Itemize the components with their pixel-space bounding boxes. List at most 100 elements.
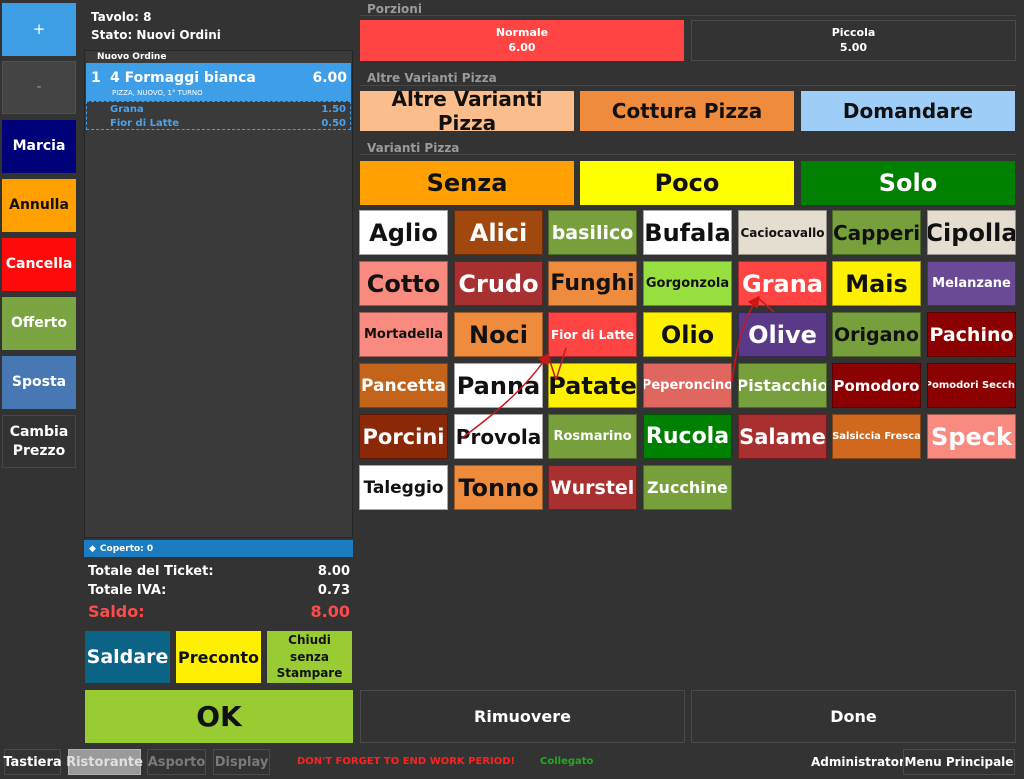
mode-poco-button[interactable]: Poco: [580, 161, 794, 205]
mode-senza-button[interactable]: Senza: [360, 161, 574, 205]
order-modifiers[interactable]: Grana 1.50 Fior di Latte 0.50: [86, 101, 351, 130]
variant-rosmarino[interactable]: Rosmarino: [548, 414, 637, 459]
domandare-button[interactable]: Domandare: [801, 91, 1015, 131]
order-section-label: Nuovo Ordine: [97, 52, 167, 62]
variant-olive[interactable]: Olive: [738, 312, 827, 357]
variant-grana[interactable]: Grana: [738, 261, 827, 306]
portion-piccola[interactable]: Piccola 5.00: [691, 20, 1016, 61]
variant-porcini[interactable]: Porcini: [359, 414, 448, 459]
portion-name: Piccola: [831, 25, 876, 39]
user-name: Administrator: [811, 755, 905, 769]
variant-wurstel[interactable]: Wurstel: [548, 465, 637, 510]
preconto-button[interactable]: Preconto: [176, 631, 261, 683]
variant-funghi[interactable]: Funghi: [548, 261, 637, 306]
variant-fior-di-latte[interactable]: Fior di Latte: [548, 312, 637, 357]
variant-gorgonzola[interactable]: Gorgonzola: [643, 261, 732, 306]
altre-varianti-title: Altre Varianti Pizza: [367, 71, 497, 85]
variant-pancetta[interactable]: Pancetta: [359, 363, 448, 408]
section-divider: [360, 15, 1016, 16]
offerto-button[interactable]: Offerto: [2, 297, 76, 350]
variant-zucchine[interactable]: Zucchine: [643, 465, 732, 510]
table-number: Tavolo: 8: [91, 10, 152, 24]
sposta-button[interactable]: Sposta: [2, 356, 76, 409]
variant-peperoncino[interactable]: Peperoncino: [643, 363, 732, 408]
minus-button[interactable]: -: [2, 61, 76, 114]
variant-noci[interactable]: Noci: [454, 312, 543, 357]
asporto-button[interactable]: Asporto: [147, 749, 206, 775]
variant-aglio[interactable]: Aglio: [359, 210, 448, 255]
saldo-value: 8.00: [310, 602, 350, 621]
variant-melanzane[interactable]: Melanzane: [927, 261, 1016, 306]
ticket-total-label: Totale del Ticket:: [88, 564, 214, 579]
ticket-total-value: 8.00: [317, 564, 350, 579]
variant-capperi[interactable]: Capperi: [832, 210, 921, 255]
variant-olio[interactable]: Olio: [643, 312, 732, 357]
cancella-button[interactable]: Cancella: [2, 238, 76, 291]
menu-principale-button[interactable]: Menu Principale: [903, 749, 1015, 775]
variant-bufala[interactable]: Bufala: [643, 210, 732, 255]
variant-salame[interactable]: Salame: [738, 414, 827, 459]
porzioni-title: Porzioni: [367, 2, 422, 16]
mode-solo-button[interactable]: Solo: [801, 161, 1015, 205]
iva-total: Totale IVA: 0.73: [88, 583, 350, 598]
iva-total-label: Totale IVA:: [88, 583, 167, 598]
portion-name: Normale: [495, 25, 549, 39]
variant-pachino[interactable]: Pachino: [927, 312, 1016, 357]
variant-patate[interactable]: Patate: [548, 363, 637, 408]
cambia-prezzo-line1: Cambia: [9, 423, 69, 440]
variant-pomodoro[interactable]: Pomodoro: [832, 363, 921, 408]
plus-button[interactable]: +: [2, 3, 76, 56]
modifier-price: 1.50: [321, 104, 346, 115]
cambia-prezzo-button[interactable]: Cambia Prezzo: [2, 415, 76, 468]
variant-rucola[interactable]: Rucola: [643, 414, 732, 459]
rimuovere-button[interactable]: Rimuovere: [360, 690, 685, 743]
modifier-name: Grana: [110, 104, 144, 115]
portion-normale[interactable]: Normale 6.00: [360, 20, 684, 61]
ticket-total: Totale del Ticket: 8.00: [88, 564, 350, 579]
coperto-label: Coperto: 0: [99, 543, 154, 554]
coperto-bar[interactable]: ◆ Coperto: 0: [84, 540, 353, 557]
variant-mais[interactable]: Mais: [832, 261, 921, 306]
saldo-total: Saldo: 8.00: [88, 602, 350, 621]
variant-basilico[interactable]: basilico: [548, 210, 637, 255]
chiudi-senza-stampare-button[interactable]: Chiudi senza Stampare: [267, 631, 352, 683]
section-divider: [360, 85, 1016, 86]
variant-alici[interactable]: Alici: [454, 210, 543, 255]
order-tags: PIZZA, NUOVO, 1° TURNO: [112, 89, 203, 97]
variant-provola[interactable]: Provola: [454, 414, 543, 459]
cottura-pizza-button[interactable]: Cottura Pizza: [580, 91, 794, 131]
variant-pistacchio[interactable]: Pistacchio: [738, 363, 827, 408]
modifier-price: 0.50: [321, 118, 346, 129]
altre-varianti-pizza-button[interactable]: Altre Varianti Pizza: [360, 87, 574, 135]
order-qty: 1: [91, 70, 101, 86]
variant-salsiccia-fresca[interactable]: Salsiccia Fresca: [832, 414, 921, 459]
variant-taleggio[interactable]: Taleggio: [359, 465, 448, 510]
variant-pomodori-secchi[interactable]: Pomodori Secchi: [927, 363, 1016, 408]
variant-speck[interactable]: Speck: [927, 414, 1016, 459]
variant-caciocavallo[interactable]: Caciocavallo: [738, 210, 827, 255]
chiudi-line2: Stampare: [276, 666, 343, 681]
variant-tonno[interactable]: Tonno: [454, 465, 543, 510]
done-button[interactable]: Done: [691, 690, 1016, 743]
chiudi-line1: Chiudi senza: [288, 632, 331, 664]
variant-panna[interactable]: Panna: [454, 363, 543, 408]
ok-button[interactable]: OK: [85, 690, 353, 743]
ristorante-button[interactable]: Ristorante: [66, 749, 143, 775]
tastiera-button[interactable]: Tastiera: [3, 749, 62, 775]
work-period-warning: DON'T FORGET TO END WORK PERIOD!: [297, 756, 516, 767]
iva-total-value: 0.73: [317, 583, 350, 598]
variant-cotto[interactable]: Cotto: [359, 261, 448, 306]
annulla-button[interactable]: Annulla: [2, 179, 76, 232]
variant-crudo[interactable]: Crudo: [454, 261, 543, 306]
tag-icon: ◆: [89, 543, 96, 554]
marcia-button[interactable]: Marcia: [2, 120, 76, 173]
saldare-button[interactable]: Saldare: [85, 631, 170, 683]
order-name: 4 Formaggi bianca: [110, 70, 256, 86]
variant-cipolla[interactable]: Cipolla: [927, 210, 1016, 255]
order-line[interactable]: 1 4 Formaggi bianca 6.00 PIZZA, NUOVO, 1…: [86, 63, 351, 101]
variant-origano[interactable]: Origano: [832, 312, 921, 357]
display-button[interactable]: Display: [213, 749, 270, 775]
order-status: Stato: Nuovi Ordini: [91, 28, 221, 42]
variant-mortadella[interactable]: Mortadella: [359, 312, 448, 357]
